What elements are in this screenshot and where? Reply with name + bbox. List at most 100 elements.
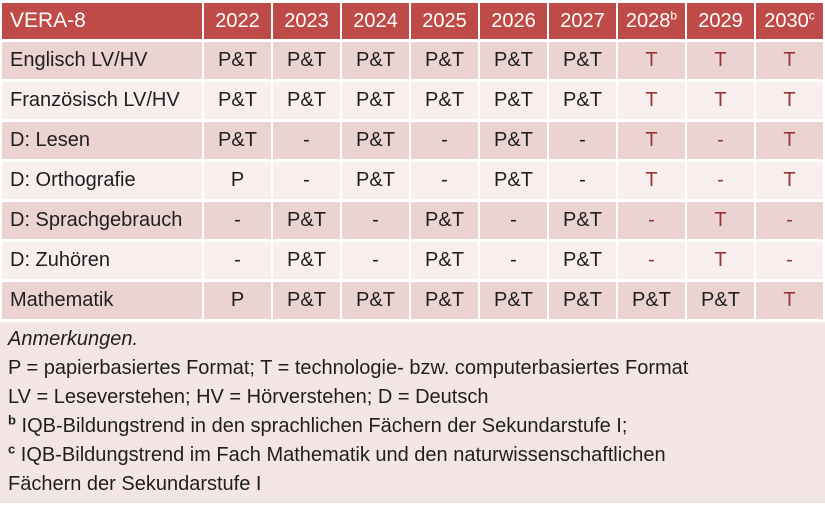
format-cell: - xyxy=(549,162,616,199)
format-cell: T xyxy=(618,162,685,199)
note-line: LV = Leseverstehen; HV = Hörverstehen; D… xyxy=(8,386,489,408)
format-cell: P&T xyxy=(342,162,409,199)
format-cell: P&T xyxy=(411,202,478,239)
format-cell: P&T xyxy=(204,42,271,79)
table-row: D: Lesen P&T - P&T - P&T - T - T xyxy=(2,122,823,159)
format-cell: P&T xyxy=(480,82,547,119)
format-cell: P xyxy=(204,162,271,199)
format-cell: - xyxy=(618,202,685,239)
row-label: D: Lesen xyxy=(2,122,202,159)
format-cell: - xyxy=(687,162,754,199)
format-cell: T xyxy=(618,82,685,119)
table-title: VERA-8 xyxy=(2,3,202,39)
row-label: D: Orthografie xyxy=(2,162,202,199)
year-column-header: 2025 xyxy=(411,3,478,39)
format-cell: T xyxy=(687,202,754,239)
format-cell: P&T xyxy=(480,162,547,199)
format-cell: - xyxy=(687,122,754,159)
format-cell: P&T xyxy=(480,42,547,79)
format-cell: P&T xyxy=(342,282,409,319)
row-label: Mathematik xyxy=(2,282,202,319)
format-cell: P&T xyxy=(273,42,340,79)
format-cell: T xyxy=(756,162,823,199)
format-cell: - xyxy=(480,242,547,279)
format-cell: T xyxy=(687,82,754,119)
note-line: b IQB-Bildungstrend in den sprachlichen … xyxy=(8,412,628,437)
format-cell: T xyxy=(756,82,823,119)
format-cell: P&T xyxy=(549,202,616,239)
header-row: VERA-8 2022 2023 2024 2025 2026 2027 2028b 2029… xyxy=(2,3,823,39)
format-cell: P&T xyxy=(480,122,547,159)
year-column-header: 2024 xyxy=(342,3,409,39)
table-body: Englisch LV/HV P&T P&T P&T P&T P&T P&T T T T Franz… xyxy=(2,42,823,319)
footnote-marker: b xyxy=(670,7,678,22)
format-cell: T xyxy=(687,42,754,79)
format-cell: P&T xyxy=(204,122,271,159)
row-label: Französisch LV/HV xyxy=(2,82,202,119)
format-cell: P&T xyxy=(342,42,409,79)
format-cell: - xyxy=(411,162,478,199)
row-label: D: Sprachgebrauch xyxy=(2,202,202,239)
table-row: Mathematik P P&T P&T P&T P&T P&T P&T P&T T xyxy=(2,282,823,319)
format-cell: T xyxy=(618,122,685,159)
format-cell: - xyxy=(273,122,340,159)
row-label: Englisch LV/HV xyxy=(2,42,202,79)
format-cell: P&T xyxy=(411,282,478,319)
format-cell: P&T xyxy=(411,42,478,79)
format-cell: P&T xyxy=(204,82,271,119)
format-cell: P&T xyxy=(411,82,478,119)
format-cell: - xyxy=(273,162,340,199)
format-cell: - xyxy=(549,122,616,159)
format-cell: - xyxy=(204,202,271,239)
table-row: D: Zuhören - P&T - P&T - P&T - T - xyxy=(2,242,823,279)
format-cell: P&T xyxy=(342,122,409,159)
format-cell: P xyxy=(204,282,271,319)
table-row: Englisch LV/HV P&T P&T P&T P&T P&T P&T T T T xyxy=(2,42,823,79)
format-cell: P&T xyxy=(342,82,409,119)
format-cell: - xyxy=(756,242,823,279)
format-cell: P&T xyxy=(480,282,547,319)
format-cell: T xyxy=(618,42,685,79)
format-cell: P&T xyxy=(411,242,478,279)
format-cell: P&T xyxy=(273,202,340,239)
format-cell: - xyxy=(756,202,823,239)
footnote-marker: c xyxy=(8,441,16,457)
vera8-table: VERA-8 2022 2023 2024 2025 2026 2027 2028b 2029… xyxy=(2,3,823,319)
format-cell: P&T xyxy=(687,282,754,319)
format-cell: P&T xyxy=(273,82,340,119)
table-row: D: Orthografie P - P&T - P&T - T - T xyxy=(2,162,823,199)
format-cell: P&T xyxy=(549,82,616,119)
format-cell: - xyxy=(480,202,547,239)
year-column-header: 2026 xyxy=(480,3,547,39)
year-column-header: 2028b xyxy=(618,3,685,39)
format-cell: P&T xyxy=(549,242,616,279)
note-line: c IQB-Bildungstrend im Fach Mathematik u… xyxy=(8,441,666,495)
format-cell: P&T xyxy=(273,242,340,279)
format-cell: P&T xyxy=(549,42,616,79)
table-row: D: Sprachgebrauch - P&T - P&T - P&T - T - xyxy=(2,202,823,239)
year-column-header: 2030c xyxy=(756,3,823,39)
format-cell: - xyxy=(204,242,271,279)
format-cell: - xyxy=(618,242,685,279)
year-column-header: 2029 xyxy=(687,3,754,39)
year-column-header: 2023 xyxy=(273,3,340,39)
footnote-marker: b xyxy=(8,412,16,428)
format-cell: - xyxy=(342,202,409,239)
row-label: D: Zuhören xyxy=(2,242,202,279)
note-line: P = papierbasiertes Format; T = technolo… xyxy=(8,357,689,379)
format-cell: T xyxy=(756,122,823,159)
format-cell: T xyxy=(687,242,754,279)
year-column-header: 2022 xyxy=(204,3,271,39)
year-column-header: 2027 xyxy=(549,3,616,39)
notes-heading: Anmerkungen. xyxy=(8,328,139,350)
format-cell: P&T xyxy=(549,282,616,319)
footnote-marker: c xyxy=(808,7,815,22)
table-row: Französisch LV/HV P&T P&T P&T P&T P&T P&T T T T xyxy=(2,82,823,119)
format-cell: P&T xyxy=(273,282,340,319)
format-cell: - xyxy=(411,122,478,159)
notes-section: Anmerkungen. P = papierbasiertes Format;… xyxy=(0,322,825,503)
format-cell: T xyxy=(756,282,823,319)
format-cell: T xyxy=(756,42,823,79)
format-cell: - xyxy=(342,242,409,279)
